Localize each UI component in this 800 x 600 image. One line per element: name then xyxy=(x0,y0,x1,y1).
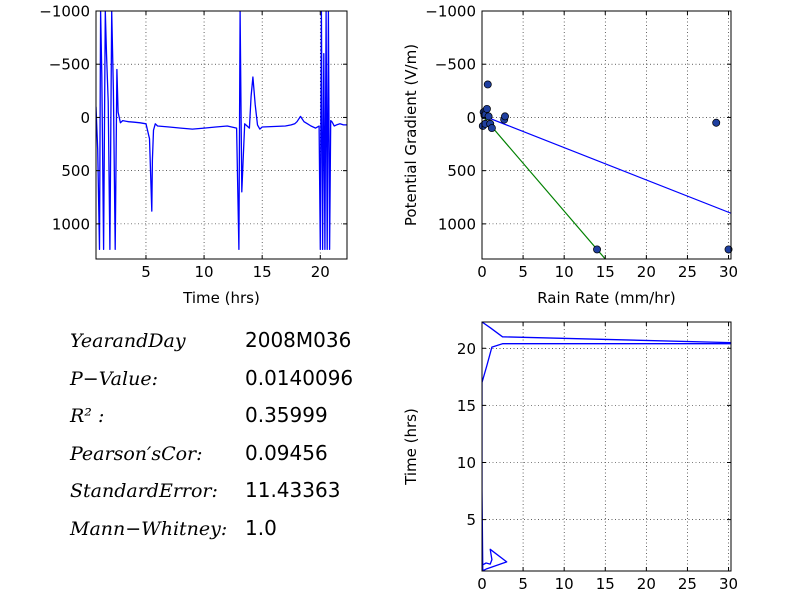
stat-label: Pearson′sCor: xyxy=(70,442,203,465)
x-tick-label: 10 xyxy=(555,575,574,593)
stat-value: 11.43363 xyxy=(245,478,341,502)
rain-profile-panel: 0 5 10 15 20 25 30 5 10 15 20 Time (hrs) xyxy=(402,321,738,593)
x-tick-label: 15 xyxy=(596,263,615,281)
axes-frame xyxy=(481,321,732,572)
y-tick-label: 1000 xyxy=(438,215,476,233)
stat-label: YearandDay xyxy=(70,330,186,352)
series-line xyxy=(482,322,731,571)
plot-area xyxy=(482,114,731,259)
stats-table: YearandDay 2008M036 P−Value: 0.0140096 R… xyxy=(70,322,390,547)
x-tick-label: 20 xyxy=(637,263,656,281)
plot-area xyxy=(96,11,347,251)
stat-row-r-squared: R² : 0.35999 xyxy=(70,397,390,435)
series-line xyxy=(96,11,347,251)
x-tick-label: 15 xyxy=(596,575,615,593)
x-tick-label: 30 xyxy=(719,263,738,281)
x-tick-label: 5 xyxy=(141,263,151,281)
stat-label: Mann−Whitney: xyxy=(70,517,228,540)
x-tick-label: 10 xyxy=(555,263,574,281)
timeseries-panel: 5 10 15 20 −1000 −500 0 500 1000 Time (hrs) xyxy=(39,3,348,307)
stat-label: P−Value: xyxy=(70,367,158,390)
x-tick-label: 20 xyxy=(637,575,656,593)
x-tick-label: 5 xyxy=(518,575,528,593)
scatter-point xyxy=(593,245,601,254)
fit-line-blue xyxy=(482,114,731,214)
y-tick-label: −500 xyxy=(49,56,90,74)
y-tick-label: 0 xyxy=(80,109,90,127)
scatter-point xyxy=(483,80,492,89)
y-tick-label: −1000 xyxy=(425,3,476,21)
x-axis-label: Time (hrs) xyxy=(182,289,260,307)
axes-frame xyxy=(95,10,348,260)
x-tick-label: 10 xyxy=(195,263,214,281)
stat-label: StandardError: xyxy=(70,480,218,502)
stat-value: 0.35999 xyxy=(245,403,328,427)
x-tick-label: 30 xyxy=(719,575,738,593)
scatter-point xyxy=(484,112,493,121)
stat-row-p-value: P−Value: 0.0140096 xyxy=(70,360,390,398)
x-axis-label: Rain Rate (mm/hr) xyxy=(537,289,676,307)
stat-value: 0.0140096 xyxy=(245,365,354,390)
axes-frame xyxy=(481,10,732,260)
y-tick-label: 0 xyxy=(466,109,476,127)
y-tick-label: 5 xyxy=(466,511,476,529)
stat-row-pearson: Pearson′sCor: 0.09456 xyxy=(70,435,390,473)
y-tick-label: −500 xyxy=(435,56,476,74)
x-tick-label: 20 xyxy=(311,263,330,281)
x-tick-label: 5 xyxy=(518,263,528,281)
scatter-point xyxy=(712,118,721,127)
stat-row-standard-error: StandardError: 11.43363 xyxy=(70,472,390,510)
plot-area xyxy=(482,322,731,571)
y-axis-label: Potential Gradient (V/m) xyxy=(402,44,420,226)
x-tick-label: 25 xyxy=(678,263,697,281)
scatter-point xyxy=(487,124,496,133)
y-axis-label: Time (hrs) xyxy=(402,408,420,486)
stat-row-year-and-day: YearandDay 2008M036 xyxy=(70,322,390,360)
y-tick-label: 20 xyxy=(457,340,476,358)
y-tick-label: 500 xyxy=(447,162,476,180)
stat-row-mann-whitney: Mann−Whitney: 1.0 xyxy=(70,510,390,548)
scatter-point xyxy=(724,245,733,254)
y-tick-label: −1000 xyxy=(39,3,90,21)
x-tick-label: 25 xyxy=(678,575,697,593)
y-tick-label: 1000 xyxy=(52,215,90,233)
x-tick-label: 0 xyxy=(477,263,487,281)
fit-line-green xyxy=(482,114,606,259)
y-tick-label: 10 xyxy=(457,454,476,472)
x-tick-label: 0 xyxy=(477,575,487,593)
stat-value: 2008M036 xyxy=(245,328,352,352)
x-tick-label: 15 xyxy=(253,263,272,281)
y-tick-label: 500 xyxy=(61,162,90,180)
scatter-panel: 0 5 10 15 20 25 30 −1000 −500 0 500 1000 Rain Rate (… xyxy=(402,3,738,308)
scatter-point xyxy=(482,104,491,113)
y-tick-label: 15 xyxy=(457,397,476,415)
stat-value: 0.09456 xyxy=(245,440,328,465)
scatter-point xyxy=(501,112,509,121)
stat-value: 1.0 xyxy=(245,515,277,540)
stat-label: R² : xyxy=(70,405,105,427)
